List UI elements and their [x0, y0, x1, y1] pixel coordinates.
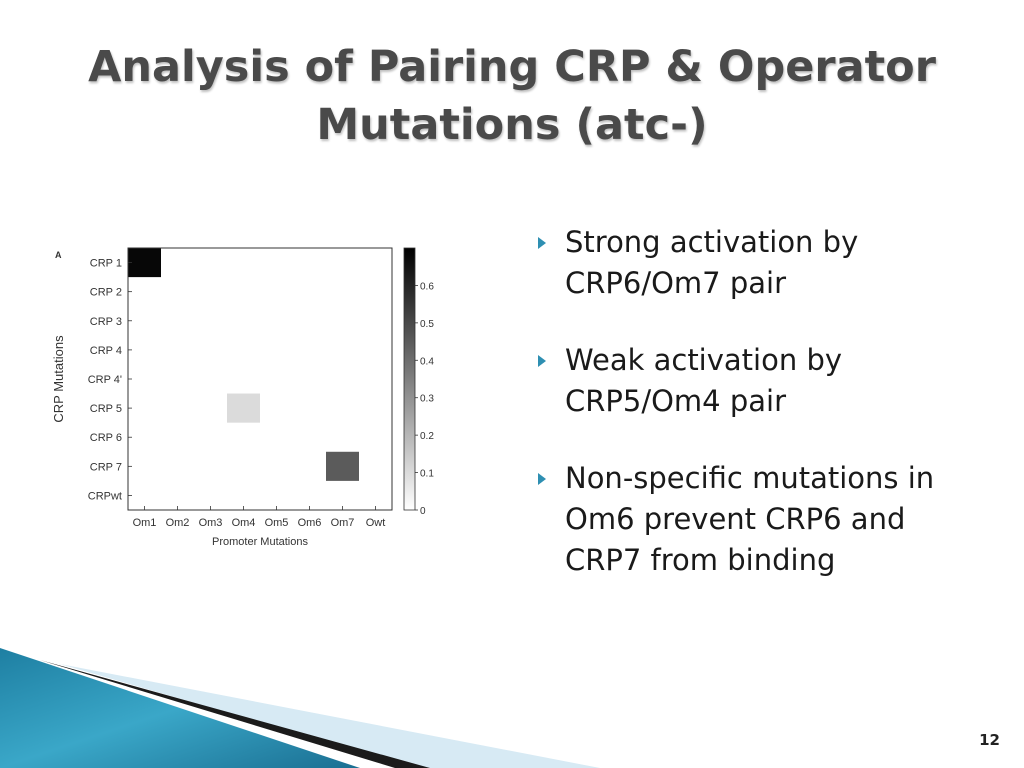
- x-tick-label: Om7: [331, 517, 355, 529]
- footer-light-band: [60, 664, 600, 768]
- colorbar-tick-label: 0.6: [420, 281, 434, 292]
- x-axis-label: Promoter Mutations: [212, 536, 308, 548]
- x-tick-label: Owt: [366, 517, 386, 529]
- heatmap-cell: [326, 451, 359, 481]
- footer-wave-decoration: [0, 648, 600, 768]
- x-tick-label: Om5: [265, 517, 289, 529]
- arrow-bullet-icon: [538, 473, 546, 485]
- colorbar-tick-label: 0: [420, 506, 426, 517]
- y-tick-label: CRP 3: [90, 316, 122, 328]
- arrow-bullet-icon: [538, 237, 546, 249]
- footer-dark-stripe: [40, 660, 430, 768]
- panel-label: A: [55, 250, 62, 260]
- colorbar: [403, 247, 416, 511]
- y-tick-label: CRP 7: [90, 461, 122, 473]
- colorbar-ticks: 0 0.1 0.2 0.3 0.4 0.5 0.6: [415, 281, 434, 517]
- x-tick-label: Om3: [199, 517, 223, 529]
- y-axis-label: CRP Mutations: [51, 335, 66, 423]
- heatmap-cells: [128, 248, 359, 481]
- heatmap-cell: [128, 248, 161, 278]
- slide-title-line-2: Mutations (atc-): [316, 100, 708, 150]
- slide-number: 12: [979, 731, 1000, 749]
- bullet-text: Strong activation by CRP6/Om7 pair: [565, 225, 859, 300]
- x-tick-label: Om4: [232, 517, 256, 529]
- bullet-text: Non-specific mutations in Om6 prevent CR…: [565, 461, 935, 577]
- x-tick-label: Om2: [166, 517, 190, 529]
- y-tick-label: CRP 2: [90, 287, 122, 299]
- y-tick-label: CRP 5: [90, 403, 122, 415]
- bullet-text: Weak activation by CRP5/Om4 pair: [565, 343, 843, 418]
- footer-teal-band: [0, 648, 360, 768]
- x-tick-label: Om1: [133, 517, 157, 529]
- bullet-item: Weak activation by CRP5/Om4 pair: [538, 340, 978, 422]
- slide-title-line-1: Analysis of Pairing CRP & Operator: [88, 42, 936, 92]
- x-tick-labels: Om1 Om2 Om3 Om4 Om5 Om6 Om7 Owt: [133, 506, 386, 529]
- slide-title: Analysis of Pairing CRP & Operator Mutat…: [0, 38, 1024, 154]
- y-tick-label: CRP 6: [90, 432, 122, 444]
- heatmap-cell: [227, 393, 260, 423]
- y-tick-labels: CRP 1 CRP 2 CRP 3 CRP 4 CRP 4' CRP 5 CRP 6 CRP …: [88, 258, 132, 502]
- bullet-item: Strong activation by CRP6/Om7 pair: [538, 222, 978, 304]
- y-tick-label: CRPwt: [88, 490, 122, 502]
- bullet-list: Strong activation by CRP6/Om7 pair Weak …: [538, 222, 978, 617]
- colorbar-tick-label: 0.1: [420, 469, 434, 480]
- y-tick-label: CRP 4: [90, 345, 122, 357]
- colorbar-tick-label: 0.5: [420, 319, 434, 330]
- colorbar-tick-label: 0.3: [420, 394, 434, 405]
- x-tick-label: Om6: [298, 517, 322, 529]
- arrow-bullet-icon: [538, 355, 546, 367]
- y-tick-label: CRP 4': [88, 374, 122, 386]
- y-tick-label: CRP 1: [90, 258, 122, 270]
- bullet-item: Non-specific mutations in Om6 prevent CR…: [538, 458, 978, 581]
- colorbar-tick-label: 0.2: [420, 431, 434, 442]
- colorbar-tick-label: 0.4: [420, 356, 434, 367]
